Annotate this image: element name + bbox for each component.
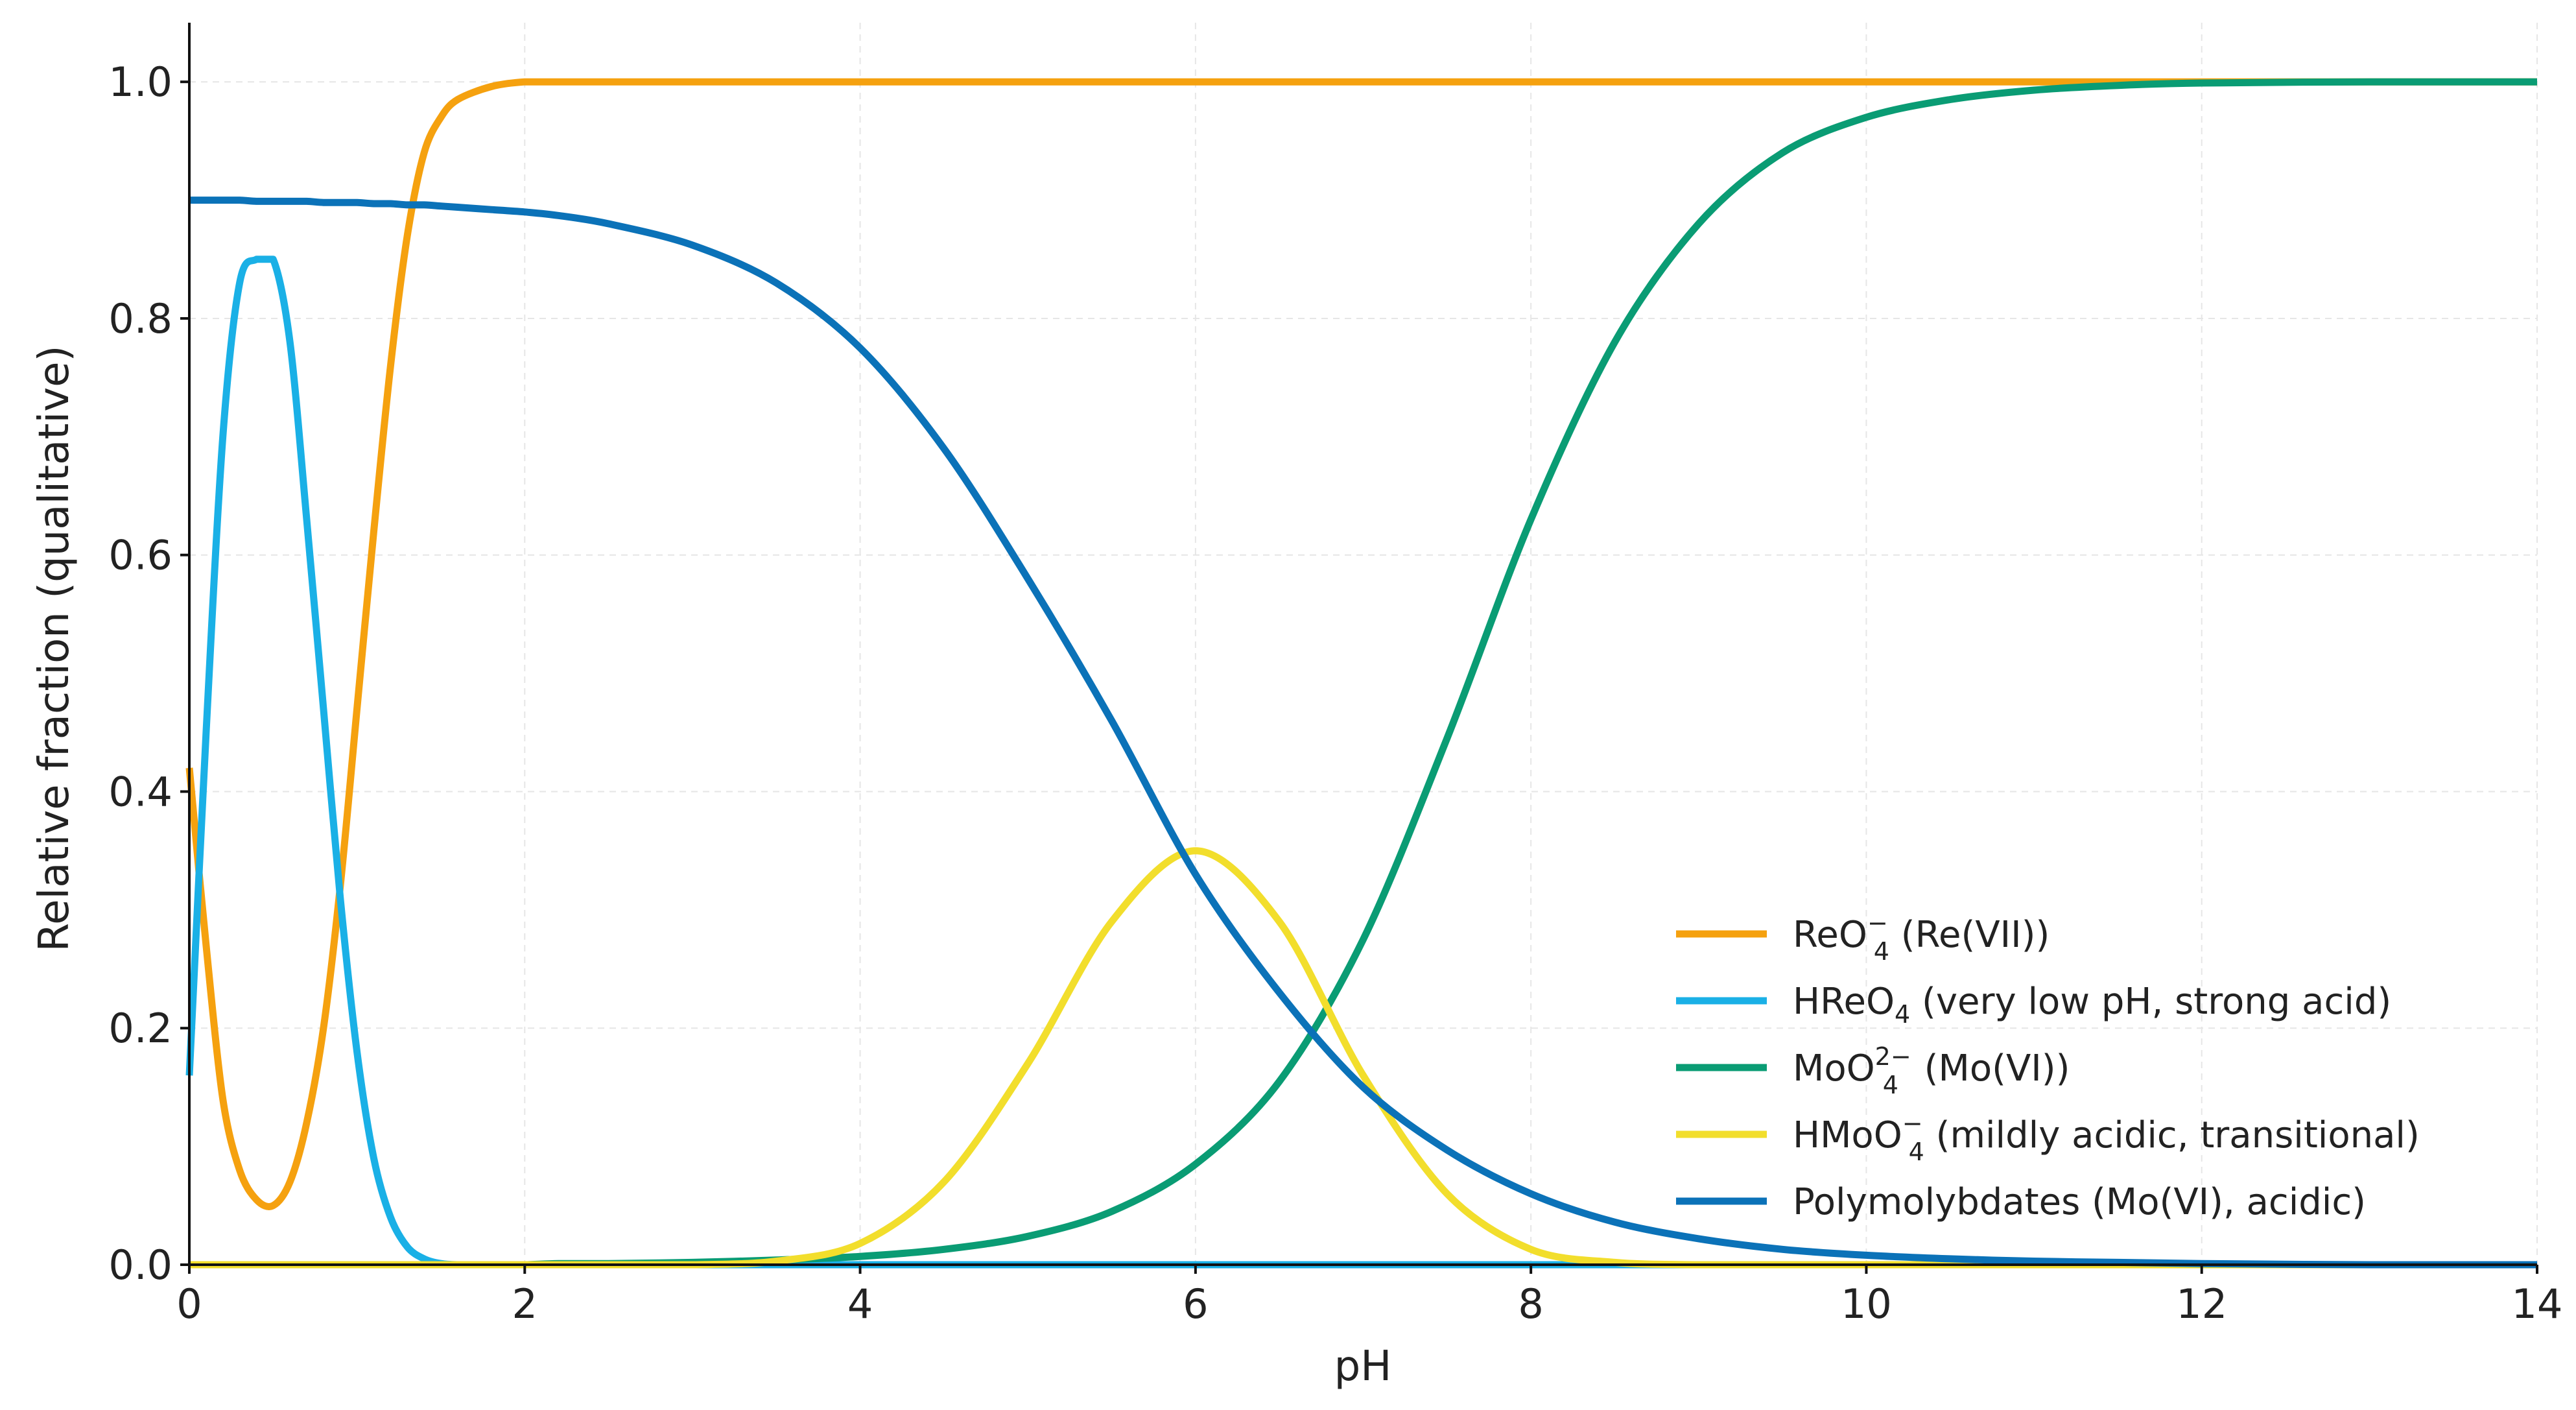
x-tick-label: 10 — [1841, 1280, 1892, 1328]
x-tick-label: 6 — [1183, 1280, 1208, 1328]
y-tick-label: 0.6 — [108, 532, 172, 579]
y-tick-label: 0.8 — [108, 295, 172, 342]
legend-entry: ReO− 4 (Re(VII)) — [1676, 909, 2050, 966]
series-line-0 — [185, 78, 2537, 1210]
tick-labels: 0 2 4 6 8 10 12 14 0.0 0.2 0.4 0.6 0.8 1.0 — [108, 58, 2562, 1328]
x-tick-label: 2 — [512, 1280, 538, 1328]
legend-label: HReO4 (very low pH, strong acid) — [1793, 981, 2391, 1029]
x-axis-title: pH — [1334, 1343, 1392, 1391]
legend-label: MoO2− 4 (Mo(VI)) — [1793, 1042, 2070, 1099]
y-tick-label: 0.0 — [108, 1241, 172, 1289]
legend-entry: MoO2− 4 (Mo(VI)) — [1676, 1042, 2070, 1099]
legend-label: HMoO− 4 (mildly acidic, transitional) — [1793, 1109, 2420, 1166]
y-axis-title: Relative fraction (qualitative) — [30, 346, 78, 952]
series-line-4 — [189, 197, 2537, 1269]
x-tick-label: 4 — [847, 1280, 873, 1328]
x-tick-label: 0 — [176, 1280, 202, 1328]
y-tick-label: 1.0 — [108, 58, 172, 106]
axes — [180, 23, 2538, 1274]
legend-entry: HReO4 (very low pH, strong acid) — [1676, 981, 2391, 1029]
x-tick-label: 12 — [2176, 1280, 2227, 1328]
legend-label: Polymolybdates (Mo(VI), acidic) — [1793, 1181, 2366, 1223]
legend-entry: Polymolybdates (Mo(VI), acidic) — [1676, 1181, 2366, 1223]
legend: ReO− 4 (Re(VII)) HReO4 (very low pH, stron… — [1676, 909, 2420, 1223]
y-tick-label: 0.4 — [108, 768, 172, 815]
legend-entry: HMoO− 4 (mildly acidic, transitional) — [1676, 1109, 2420, 1166]
y-tick-label: 0.2 — [108, 1005, 172, 1052]
x-tick-label: 8 — [1518, 1280, 1543, 1328]
x-tick-label: 14 — [2512, 1280, 2563, 1328]
legend-label: ReO− 4 (Re(VII)) — [1793, 909, 2050, 966]
